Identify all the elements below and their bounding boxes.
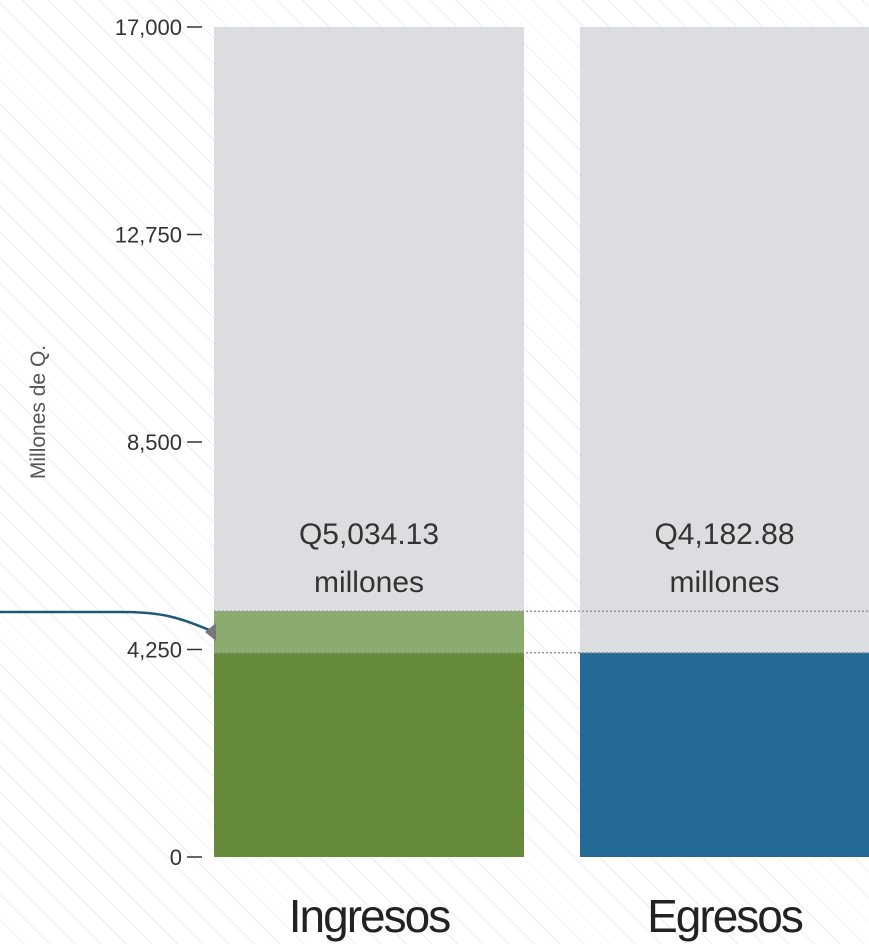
category-label-ingresos: Ingresos xyxy=(289,890,450,942)
value-label-unit: millones xyxy=(669,566,779,599)
y-tick-label: 4,250 xyxy=(127,638,182,663)
y-axis: 0 4,250 8,500 12,750 17,000 xyxy=(115,15,202,870)
y-axis-title: Millones de Q. xyxy=(27,345,50,479)
category-labels: Ingresos Egresos xyxy=(289,890,805,942)
pointer-marker xyxy=(205,622,216,641)
pointer xyxy=(0,610,216,641)
y-tick-label: 12,750 xyxy=(115,223,182,248)
value-labels: Q5,034.13 millones Q4,182.88 millones xyxy=(299,518,795,599)
difference-band-rect xyxy=(214,611,524,653)
value-label-unit: millones xyxy=(314,566,424,599)
bar-egresos xyxy=(580,652,869,857)
pointer-line xyxy=(0,610,215,634)
y-tick-label: 0 xyxy=(170,845,182,870)
value-label-amount: Q5,034.13 xyxy=(299,518,439,551)
category-label-egresos: Egresos xyxy=(647,890,803,942)
y-tick-label: 17,000 xyxy=(115,15,182,40)
value-label-amount: Q4,182.88 xyxy=(654,518,794,551)
y-tick-label: 8,500 xyxy=(127,430,182,455)
difference-band xyxy=(214,610,869,654)
